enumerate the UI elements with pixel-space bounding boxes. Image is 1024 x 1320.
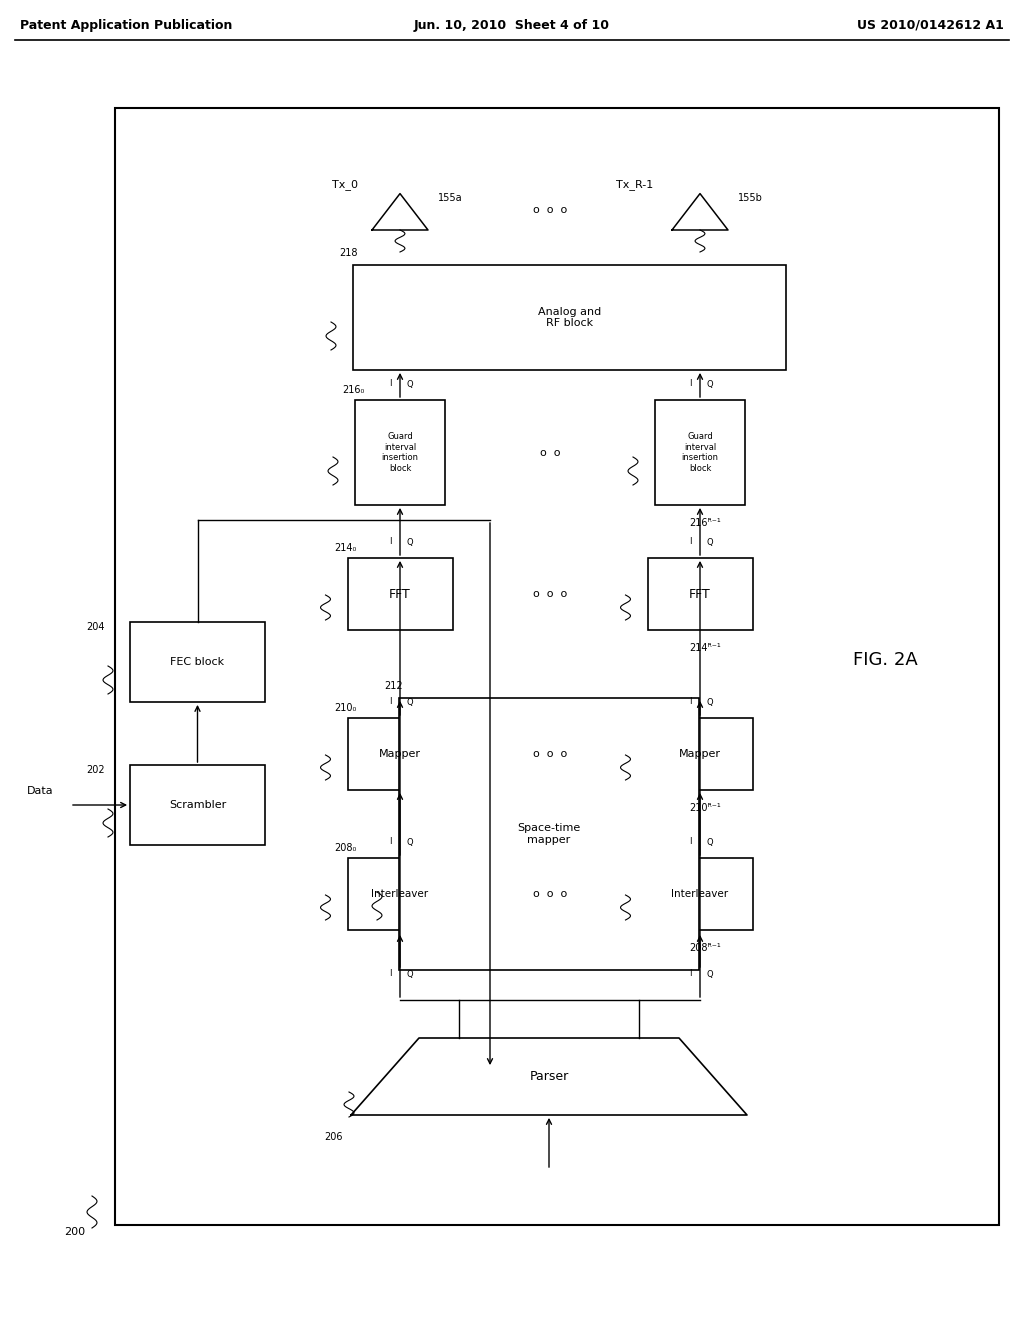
Text: Analog and
RF block: Analog and RF block: [538, 306, 601, 329]
Text: 218: 218: [339, 248, 357, 257]
Bar: [647, 718, 753, 789]
Text: FIG. 2A: FIG. 2A: [853, 651, 918, 669]
Bar: [647, 558, 753, 630]
Bar: [655, 400, 745, 506]
Text: o  o  o: o o o: [532, 888, 567, 899]
Bar: [647, 858, 753, 931]
Text: Q: Q: [707, 380, 714, 388]
Bar: [347, 718, 453, 789]
Polygon shape: [351, 1038, 746, 1115]
Text: FEC block: FEC block: [170, 657, 224, 667]
Bar: [347, 858, 453, 931]
Text: I: I: [689, 537, 691, 546]
Text: Q: Q: [707, 837, 714, 846]
Text: 216ᴿ⁻¹: 216ᴿ⁻¹: [689, 517, 721, 528]
Text: US 2010/0142612 A1: US 2010/0142612 A1: [857, 18, 1004, 32]
Text: Data: Data: [27, 785, 53, 796]
Text: I: I: [389, 837, 391, 846]
Bar: [355, 400, 445, 506]
Text: 214ᴿ⁻¹: 214ᴿ⁻¹: [689, 643, 721, 653]
Text: Q: Q: [407, 969, 414, 978]
Text: I: I: [389, 697, 391, 706]
Text: 210ᴿ⁻¹: 210ᴿ⁻¹: [689, 803, 721, 813]
Text: Q: Q: [707, 697, 714, 706]
Text: Jun. 10, 2010  Sheet 4 of 10: Jun. 10, 2010 Sheet 4 of 10: [414, 18, 610, 32]
Text: 210₀: 210₀: [334, 704, 356, 713]
Bar: [130, 766, 265, 845]
Bar: [353, 265, 786, 370]
Text: 200: 200: [65, 1228, 86, 1237]
Text: Mapper: Mapper: [379, 748, 421, 759]
Text: I: I: [389, 380, 391, 388]
Text: Q: Q: [407, 837, 414, 846]
Text: Guard
interval
insertion
block: Guard interval insertion block: [682, 433, 719, 473]
Text: Tx_0: Tx_0: [332, 180, 358, 190]
Text: o  o: o o: [540, 447, 560, 458]
Text: 204: 204: [86, 622, 105, 632]
Text: I: I: [689, 837, 691, 846]
Text: I: I: [389, 969, 391, 978]
Text: o  o  o: o o o: [532, 205, 567, 215]
Text: 202: 202: [86, 766, 105, 775]
Text: 155a: 155a: [438, 193, 463, 203]
Text: I: I: [689, 969, 691, 978]
Text: Mapper: Mapper: [679, 748, 721, 759]
Bar: [399, 698, 699, 970]
Bar: [130, 622, 265, 702]
Text: Space-time
mapper: Space-time mapper: [517, 824, 581, 845]
Text: 212: 212: [385, 681, 403, 690]
Text: Patent Application Publication: Patent Application Publication: [20, 18, 232, 32]
Text: Q: Q: [407, 537, 414, 546]
Text: Q: Q: [707, 537, 714, 546]
Text: Scrambler: Scrambler: [169, 800, 226, 810]
Text: Interleaver: Interleaver: [372, 888, 429, 899]
Text: Q: Q: [407, 697, 414, 706]
Text: 208₀: 208₀: [334, 843, 356, 853]
Text: 214₀: 214₀: [334, 543, 356, 553]
Text: Q: Q: [707, 969, 714, 978]
Text: I: I: [689, 697, 691, 706]
Text: 208ᴿ⁻¹: 208ᴿ⁻¹: [689, 942, 721, 953]
Text: Guard
interval
insertion
block: Guard interval insertion block: [382, 433, 419, 473]
Text: 206: 206: [325, 1133, 343, 1142]
Text: o  o  o: o o o: [532, 589, 567, 599]
Text: Interleaver: Interleaver: [672, 888, 728, 899]
Text: 216₀: 216₀: [342, 385, 365, 395]
Text: Parser: Parser: [529, 1071, 568, 1082]
Text: I: I: [689, 380, 691, 388]
Text: FFT: FFT: [389, 587, 411, 601]
Text: I: I: [389, 537, 391, 546]
Text: 155b: 155b: [738, 193, 763, 203]
Text: o  o  o: o o o: [532, 748, 567, 759]
Text: Q: Q: [407, 380, 414, 388]
Bar: [347, 558, 453, 630]
Text: FFT: FFT: [689, 587, 711, 601]
Bar: [115, 108, 999, 1225]
Text: Tx_R-1: Tx_R-1: [616, 180, 653, 190]
